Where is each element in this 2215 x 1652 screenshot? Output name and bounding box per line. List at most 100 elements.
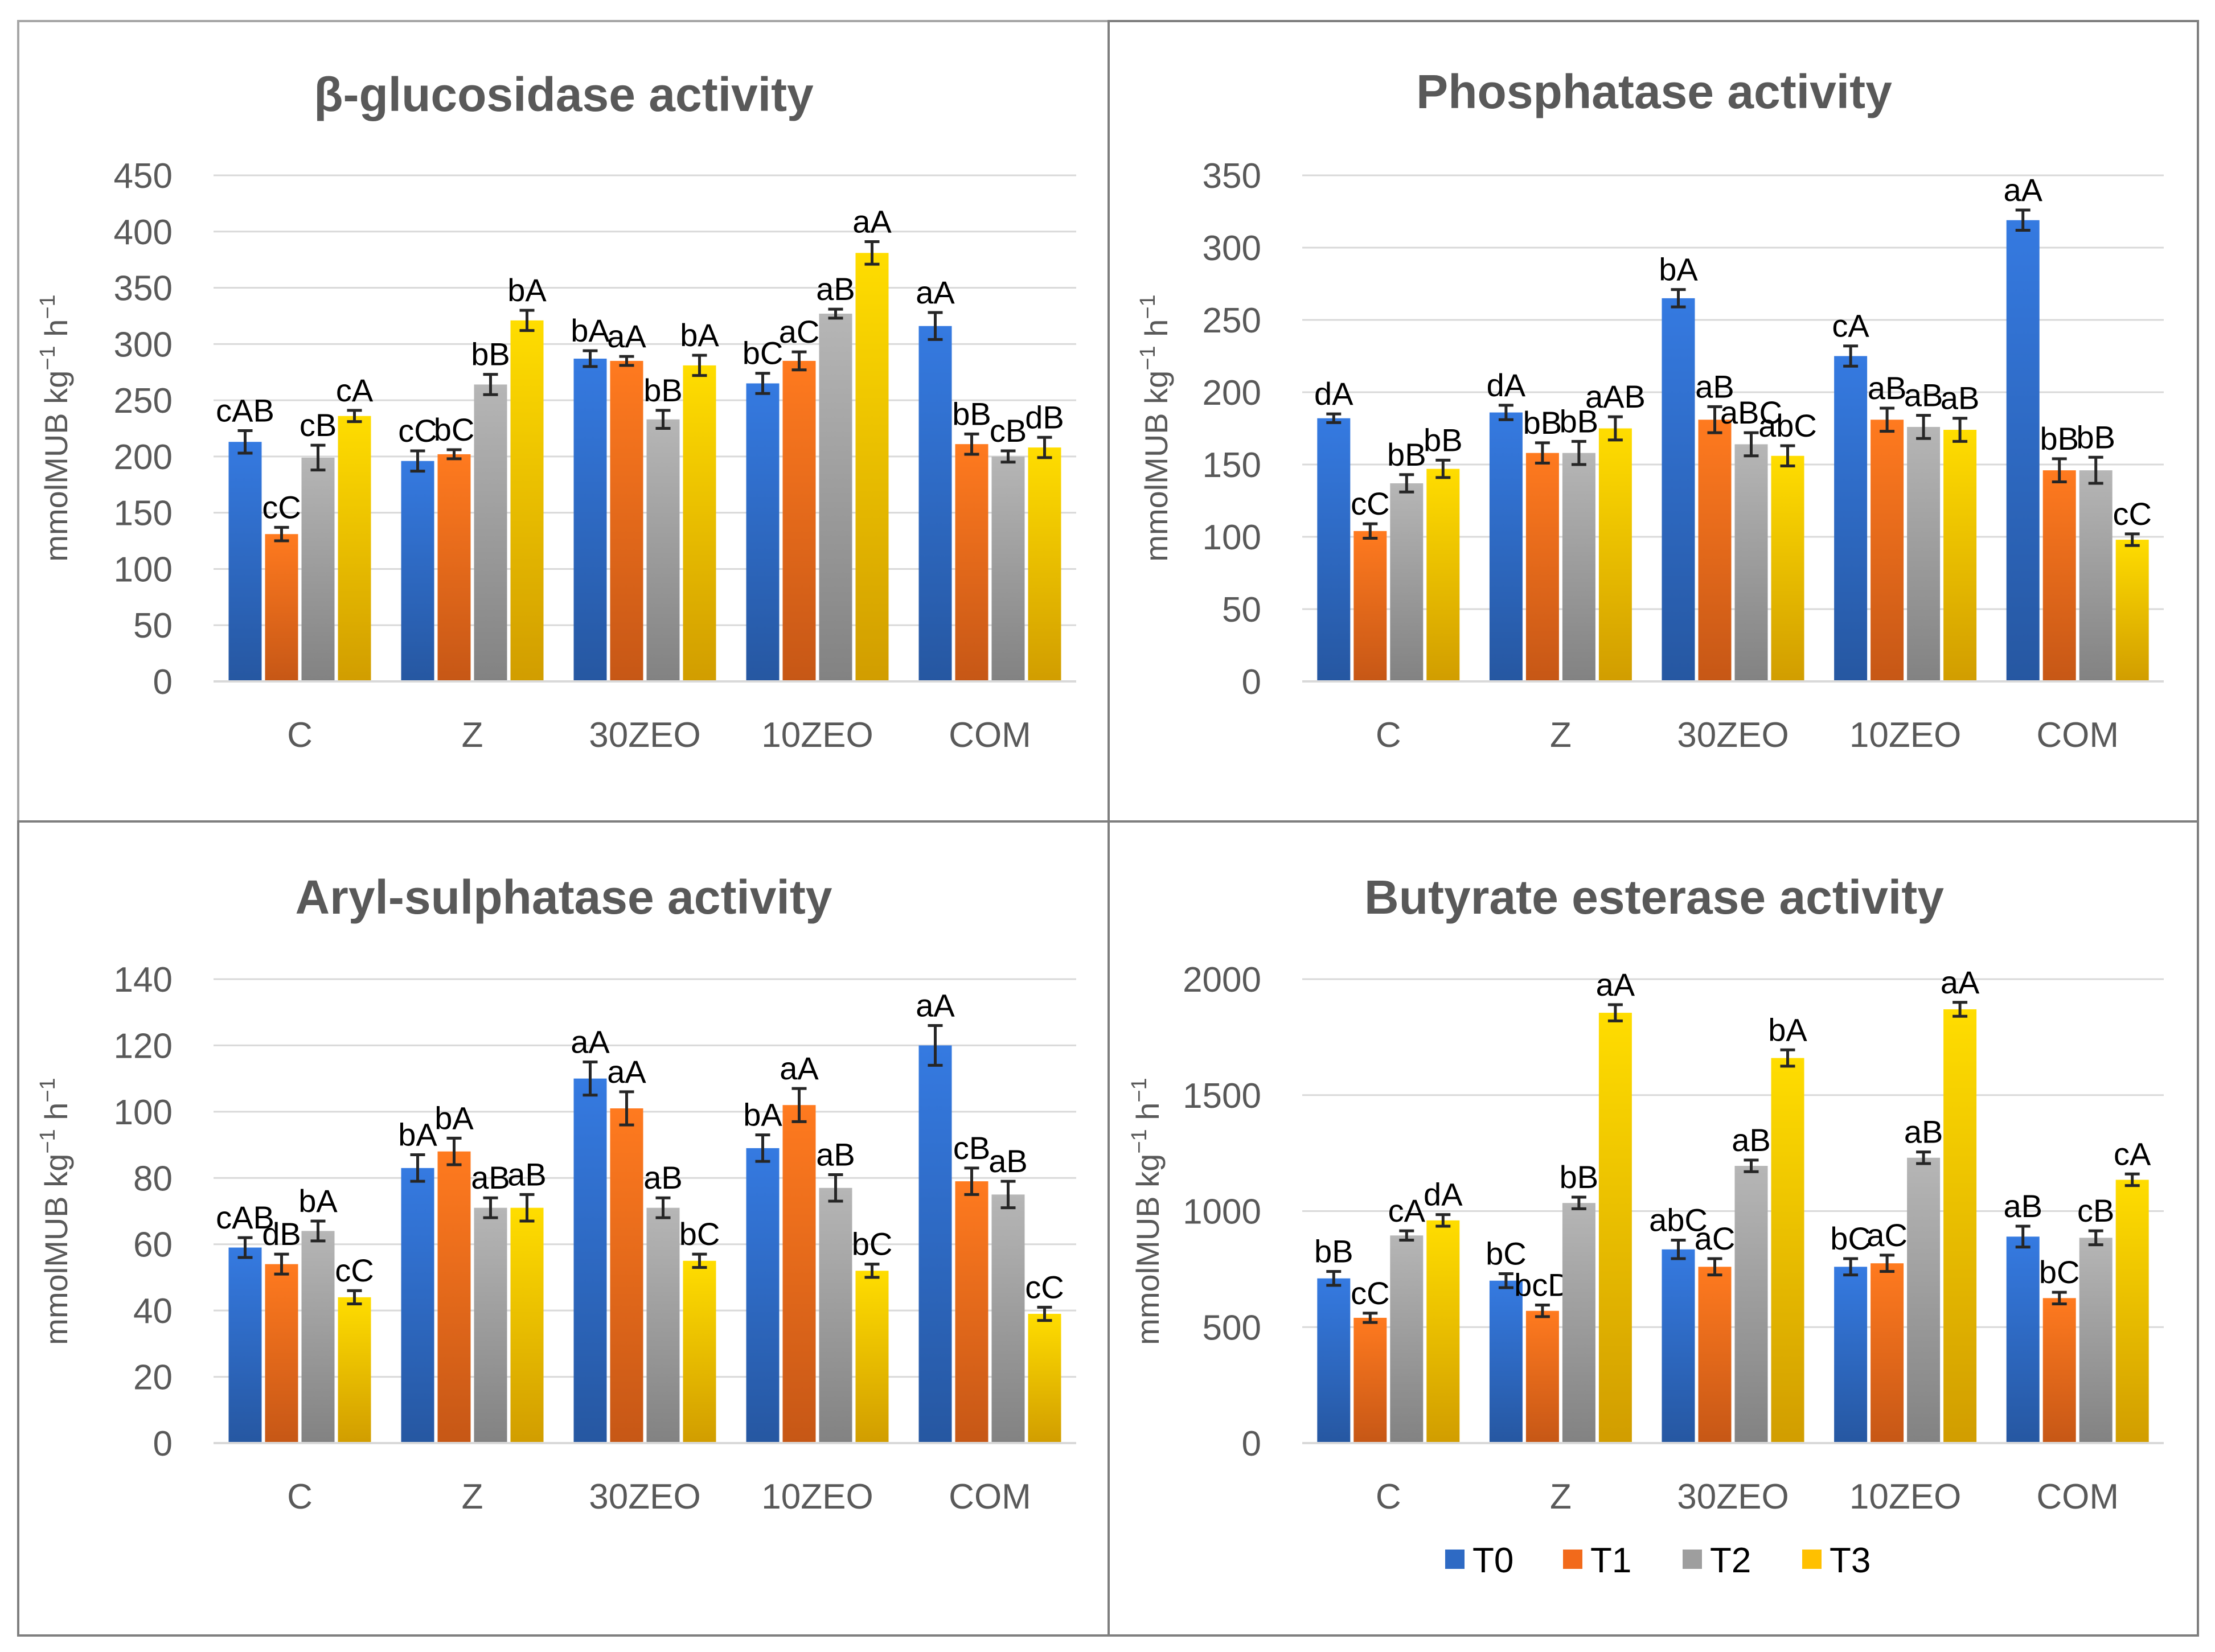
- error-bar: [519, 309, 535, 332]
- y-tick-label: 140: [114, 960, 173, 1000]
- data-label: aA: [916, 274, 955, 310]
- error-bar: [928, 311, 943, 341]
- error-bar: [619, 1090, 634, 1127]
- data-label: dB: [262, 1216, 301, 1252]
- y-tick-label: 0: [1242, 663, 1261, 702]
- bar-t2: [819, 1187, 852, 1443]
- bar-t0: [1489, 412, 1523, 681]
- data-label: cAB: [216, 392, 274, 428]
- bar-t3: [1943, 430, 1977, 681]
- legend-swatch: [1445, 1550, 1465, 1569]
- y-tick-label: 40: [133, 1292, 173, 1331]
- x-tick-label: COM: [949, 716, 1031, 755]
- chart-title: Aryl-sulphatase activity: [295, 870, 832, 924]
- error-bar: [1953, 1001, 1968, 1018]
- data-label: aAB: [1585, 379, 1646, 414]
- data-label: dB: [1025, 399, 1064, 435]
- y-axis-label: mmolMUB kg−1 h−1: [1136, 294, 1174, 561]
- data-label: aA: [916, 988, 955, 1024]
- bar-t2: [1562, 1203, 1595, 1443]
- error-bar: [2124, 532, 2140, 547]
- bar-t0: [1317, 1278, 1351, 1443]
- error-bar: [928, 1024, 943, 1067]
- y-tick-label: 250: [1203, 301, 1261, 340]
- bar-t2: [1907, 1157, 1941, 1443]
- x-tick-label: 10ZEO: [761, 1477, 873, 1517]
- bar-t2: [646, 1207, 680, 1443]
- error-bar: [2015, 1224, 2031, 1249]
- data-label: cC: [1025, 1269, 1064, 1305]
- error-bar: [347, 1289, 362, 1305]
- chart-beta-glucosidase: β-glucosidase activity 0 50 100 150 200 250 300…: [36, 68, 1076, 755]
- error-bar: [1916, 1150, 1931, 1165]
- data-label: aB: [643, 1160, 683, 1195]
- bar-t1: [1353, 1317, 1387, 1443]
- data-label: bC: [2039, 1254, 2080, 1290]
- error-bar: [1744, 431, 1759, 458]
- bar-t3: [855, 1271, 889, 1443]
- error-bar: [237, 1236, 253, 1259]
- bar-t0: [1489, 1280, 1523, 1443]
- error-bar: [310, 443, 326, 472]
- data-label: bB: [643, 372, 683, 408]
- bar-t3: [1598, 1013, 1632, 1443]
- error-bar: [483, 1196, 498, 1219]
- bar-t1: [1871, 420, 1904, 681]
- data-label: abC: [1649, 1202, 1708, 1238]
- bar-t0: [918, 326, 952, 681]
- bar-t0: [228, 1247, 262, 1443]
- y-tick-label: 200: [114, 438, 173, 477]
- data-label: cA: [1388, 1193, 1426, 1228]
- data-label: aA: [571, 1024, 610, 1060]
- bar-t3: [338, 1297, 371, 1443]
- bar-t1: [1698, 420, 1732, 681]
- legend-label: T2: [1710, 1541, 1751, 1580]
- error-bar: [2052, 1291, 2067, 1305]
- x-tick-label: 30ZEO: [589, 1477, 700, 1517]
- error-bar: [755, 1133, 770, 1163]
- bar-t0: [1317, 418, 1351, 681]
- data-label: bC: [1486, 1236, 1527, 1272]
- x-tick-label: COM: [949, 1477, 1031, 1517]
- data-label: bB: [471, 336, 510, 372]
- error-bar: [755, 372, 770, 395]
- bar-t1: [265, 1264, 298, 1443]
- error-bar: [1498, 1272, 1513, 1289]
- bar-t0: [1834, 356, 1868, 681]
- error-bar: [1498, 404, 1513, 421]
- data-label: bA: [298, 1183, 338, 1219]
- bar-t1: [437, 1151, 471, 1443]
- data-label: aB: [816, 271, 855, 307]
- bar-t1: [1698, 1267, 1732, 1443]
- data-label: cB: [2077, 1193, 2114, 1228]
- y-tick-label: 150: [114, 494, 173, 533]
- bar-t3: [1771, 1058, 1804, 1443]
- bar-t0: [401, 461, 434, 681]
- error-bar: [1953, 417, 1968, 443]
- bar-t1: [1871, 1263, 1904, 1443]
- x-tick-label: Z: [462, 716, 483, 755]
- data-label: cB: [300, 407, 337, 443]
- data-label: bB: [1314, 1233, 1353, 1269]
- chart-title: Butyrate esterase activity: [1364, 870, 1944, 924]
- y-axis-label: mmolMUB kg−1 h−1: [1127, 1078, 1166, 1345]
- y-tick-label: 100: [114, 1093, 173, 1132]
- data-label: aC: [1867, 1217, 1908, 1253]
- data-label: aC: [1695, 1220, 1736, 1256]
- error-bar: [410, 1153, 425, 1183]
- bar-t2: [301, 457, 335, 681]
- bar-t1: [1353, 531, 1387, 681]
- data-label: bA: [1768, 1012, 1807, 1047]
- data-label: cC: [2113, 496, 2151, 532]
- chart-aryl-sulphatase: Aryl-sulphatase activity 0 20 40 60 80 100 120 1…: [36, 870, 1076, 1517]
- y-tick-label: 100: [1203, 518, 1261, 557]
- bar-t1: [1525, 1310, 1559, 1443]
- y-tick-label: 0: [153, 663, 173, 702]
- bar-t3: [1028, 1313, 1061, 1443]
- data-label: dA: [1424, 1177, 1463, 1213]
- data-label: aB: [2003, 1188, 2042, 1224]
- bar-t1: [955, 444, 988, 681]
- x-tick-label: Z: [462, 1477, 483, 1517]
- y-tick-label: 20: [133, 1358, 173, 1398]
- bar-t3: [1028, 447, 1061, 681]
